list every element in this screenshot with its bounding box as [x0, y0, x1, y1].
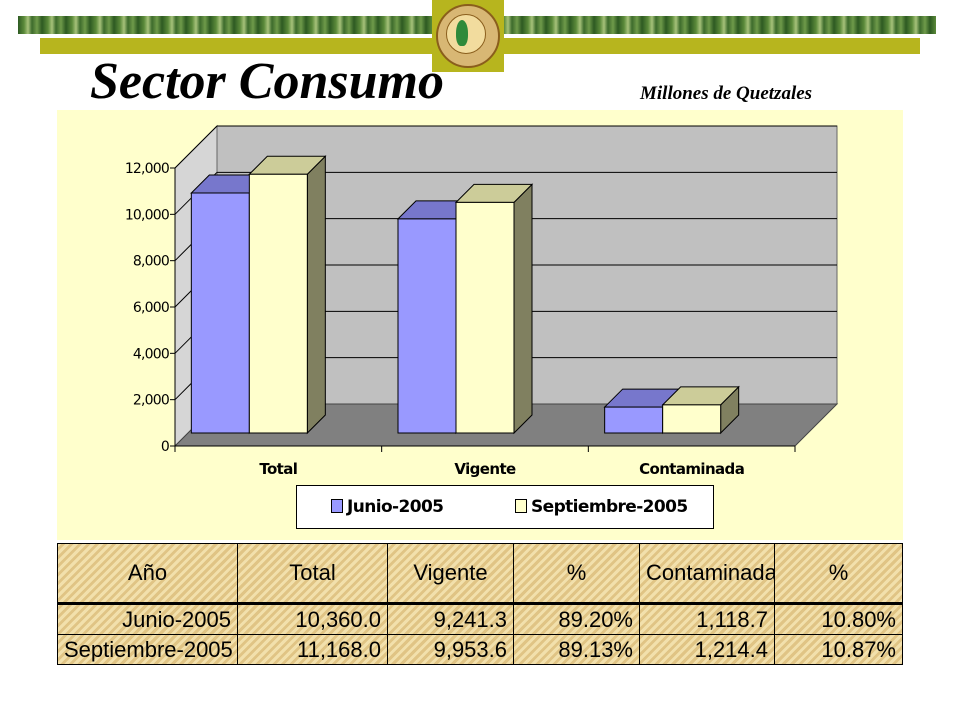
- table-cell: 10,360.0: [237, 603, 388, 635]
- table-cell: 89.13%: [513, 634, 640, 665]
- table-cell: 89.20%: [513, 603, 640, 635]
- bar-side-total-1: [306, 155, 326, 435]
- data-table: Año Total Vigente % Contaminada % Junio-…: [57, 543, 903, 665]
- legend-item-septiembre: Septiembre-2005: [515, 498, 688, 516]
- table-row: Junio-2005 10,360.0 9,241.3 89.20% 1,118…: [57, 603, 903, 635]
- bar-vigente-0: [397, 218, 457, 434]
- y-tick-label: 12,000: [125, 161, 169, 177]
- table-cell: 10.87%: [774, 634, 903, 665]
- table-cell: 10.80%: [774, 603, 903, 635]
- y-tick-label: 2,000: [133, 393, 169, 409]
- table-header-cell: Vigente: [387, 543, 514, 605]
- seal-icon: [432, 0, 504, 72]
- bar-total-1: [248, 173, 308, 434]
- bar-vigente-1: [455, 201, 515, 434]
- quetzal-bird-icon: [456, 20, 468, 46]
- y-tick-label: 0: [161, 439, 169, 455]
- table-header-cell: Año: [57, 543, 238, 605]
- table-cell: 1,214.4: [639, 634, 775, 665]
- bar-contaminada-1: [662, 404, 722, 434]
- table-header-cell: %: [513, 543, 640, 605]
- table-cell: 9,241.3: [387, 603, 514, 635]
- y-tick-label: 8,000: [133, 254, 169, 270]
- y-tick-label: 6,000: [133, 300, 169, 316]
- bar-side-vigente-1: [513, 183, 533, 435]
- x-tick-label: Contaminada: [639, 460, 744, 478]
- gridline-side: [174, 125, 218, 169]
- chart-panel: 0 2,000 4,000 6,000 8,000 10,000 12,000 Total Vi…: [57, 110, 903, 540]
- legend-label-junio: Junio-2005: [347, 497, 444, 517]
- x-tick-label: Total: [259, 460, 297, 478]
- legend-swatch-septiembre: [515, 499, 527, 513]
- table-cell: 11,168.0: [237, 634, 388, 665]
- table-cell: Junio-2005: [57, 603, 238, 635]
- table-header-row: Año Total Vigente % Contaminada %: [57, 543, 903, 605]
- legend-label-septiembre: Septiembre-2005: [531, 497, 688, 517]
- table-cell: Septiembre-2005: [57, 634, 238, 665]
- y-tick-label: 10,000: [125, 207, 169, 223]
- legend-swatch-junio: [331, 499, 343, 513]
- table-row: Septiembre-2005 11,168.0 9,953.6 89.13% …: [57, 634, 903, 665]
- table-header-cell: Contaminada: [639, 543, 775, 605]
- bar-chart: 0 2,000 4,000 6,000 8,000 10,000 12,000 Total Vi…: [125, 124, 839, 478]
- chart-legend: Junio-2005 Septiembre-2005: [296, 485, 714, 529]
- table-cell: 9,953.6: [387, 634, 514, 665]
- legend-item-junio: Junio-2005: [331, 497, 444, 517]
- page-title: Sector Consumo: [90, 53, 444, 110]
- table-header-cell: Total: [237, 543, 388, 605]
- bar-contaminada-0: [604, 406, 664, 434]
- y-tick-label: 4,000: [133, 346, 169, 362]
- table-header-cell: %: [774, 543, 903, 605]
- table-cell: 1,118.7: [639, 603, 775, 635]
- x-tick-label: Vigente: [454, 460, 516, 478]
- bar-total-0: [190, 192, 250, 434]
- page-subtitle: Millones de Quetzales: [640, 83, 813, 104]
